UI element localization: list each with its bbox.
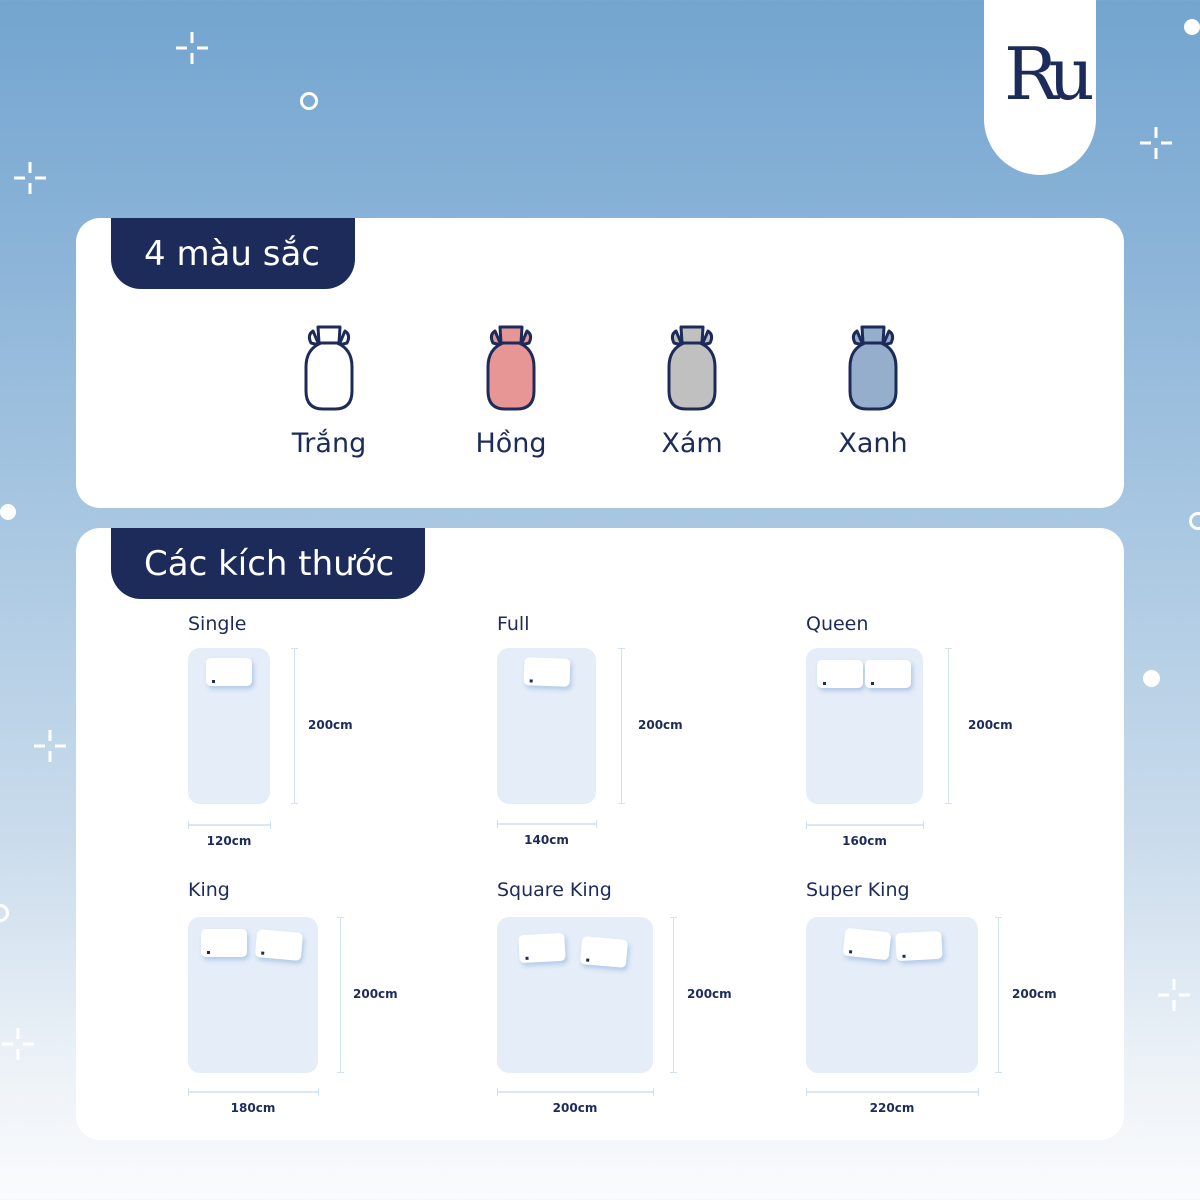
brand-logo: Ru <box>1004 32 1095 116</box>
color-label: Xám <box>661 428 723 459</box>
width-label: 200cm <box>552 1101 598 1115</box>
bed-diagram <box>806 917 978 1073</box>
pillow-icon <box>842 927 892 961</box>
pillow-dot <box>525 956 529 960</box>
width-dimension-line <box>806 821 924 829</box>
size-title: Super King <box>806 879 910 901</box>
colors-title: 4 màu sắc <box>111 218 355 289</box>
bed-diagram <box>188 648 270 804</box>
dot-icon <box>1143 670 1160 687</box>
bed-diagram <box>497 648 596 804</box>
pillow-icon <box>206 658 252 686</box>
circle-icon <box>0 904 9 922</box>
pillow-icon <box>523 657 571 687</box>
length-dimension-line <box>995 917 1002 1073</box>
length-dimension-line <box>670 917 677 1073</box>
length-label: 200cm <box>1012 987 1057 1001</box>
pillow-dot <box>529 679 533 683</box>
bed-diagram <box>806 648 923 804</box>
size-title: Square King <box>497 879 612 901</box>
sparkle-icon <box>0 1026 36 1062</box>
dot-icon <box>0 504 16 520</box>
length-label: 200cm <box>687 987 732 1001</box>
sparkle-icon <box>32 728 68 764</box>
pillow-bag-icon <box>843 323 903 413</box>
pillow-icon <box>865 660 911 688</box>
pillow-icon <box>518 932 566 964</box>
pillow-dot <box>823 682 826 685</box>
width-label: 140cm <box>524 833 569 847</box>
width-label: 180cm <box>230 1101 276 1115</box>
bed-diagram <box>497 917 653 1073</box>
pillow-icon <box>254 929 304 961</box>
circle-icon <box>300 92 318 110</box>
pillow-bag-icon <box>481 323 541 413</box>
pillow-dot <box>207 951 210 954</box>
width-dimension-line <box>188 1088 319 1096</box>
width-label: 220cm <box>869 1101 915 1115</box>
length-dimension-line <box>945 648 952 804</box>
pillow-icon <box>579 936 629 968</box>
width-dimension-line <box>497 820 597 828</box>
pillow-dot <box>848 950 853 954</box>
bed-diagram <box>188 917 318 1073</box>
logo-badge <box>984 0 1096 175</box>
dot-icon <box>1184 19 1200 35</box>
color-label: Xanh <box>838 428 908 459</box>
width-dimension-line <box>806 1088 979 1096</box>
length-label: 200cm <box>308 718 353 732</box>
length-label: 200cm <box>968 718 1013 732</box>
sparkle-icon <box>1156 977 1192 1013</box>
width-dimension-line <box>497 1088 654 1096</box>
pillow-dot <box>871 682 874 685</box>
width-label: 160cm <box>842 834 887 848</box>
pillow-dot <box>902 954 906 958</box>
pillow-dot <box>261 951 265 955</box>
size-title: Single <box>188 613 247 635</box>
width-dimension-line <box>188 821 271 829</box>
sparkle-icon <box>1138 125 1174 161</box>
width-label: 120cm <box>206 834 252 848</box>
size-title: Full <box>497 613 530 635</box>
sparkle-icon <box>12 160 48 196</box>
pillow-dot <box>212 680 215 683</box>
length-label: 200cm <box>353 987 398 1001</box>
circle-icon <box>1189 512 1200 530</box>
pillow-icon <box>817 660 863 688</box>
pillow-icon <box>201 929 247 957</box>
pillow-bag-icon <box>662 323 722 413</box>
length-dimension-line <box>291 648 298 804</box>
size-title: King <box>188 879 230 901</box>
size-title: Queen <box>806 613 869 635</box>
pillow-bag-icon <box>299 323 359 413</box>
sizes-title: Các kích thước <box>111 528 425 599</box>
pillow-icon <box>895 930 943 962</box>
sparkle-icon <box>174 30 210 66</box>
pillow-dot <box>586 958 590 962</box>
length-label: 200cm <box>638 718 683 732</box>
length-dimension-line <box>618 648 625 804</box>
length-dimension-line <box>337 917 344 1073</box>
color-label: Hồng <box>475 428 547 459</box>
color-label: Trắng <box>291 428 367 459</box>
